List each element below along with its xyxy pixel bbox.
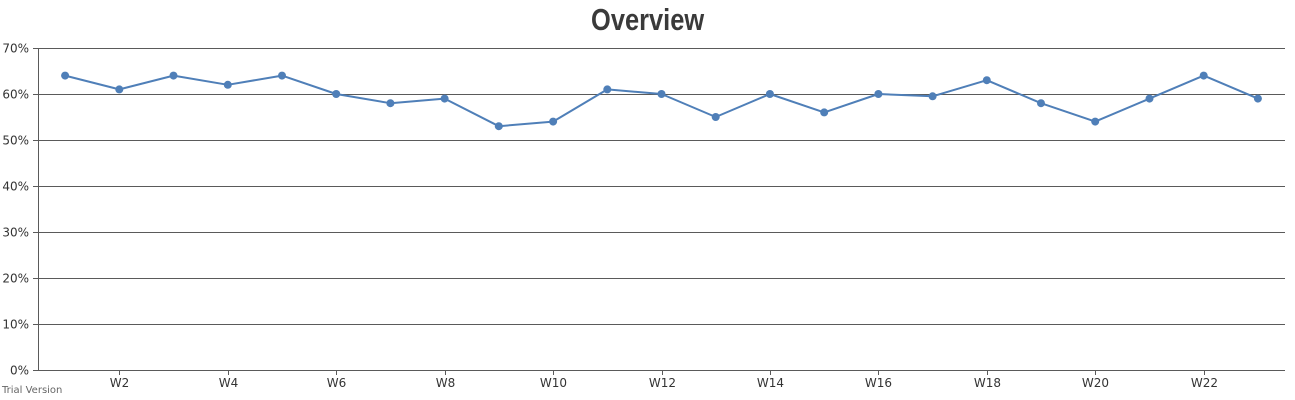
data-point-w19[interactable] <box>1037 99 1045 108</box>
data-point-w20[interactable] <box>1091 117 1100 126</box>
y-tick-label: 50% <box>2 134 29 148</box>
y-tick-label: 10% <box>2 318 29 332</box>
chart-title: Overview <box>591 2 705 37</box>
data-point-w4[interactable] <box>223 80 232 89</box>
x-axis-tick-labels: W2 W4 W6 W8 W10 W12 W14 W16 W18 W20 W22 <box>110 376 1218 390</box>
data-point-w8[interactable] <box>440 94 449 103</box>
data-point-w18[interactable] <box>982 76 991 85</box>
y-tick-label: 0% <box>10 364 29 378</box>
y-tick-label: 60% <box>2 88 29 102</box>
x-tick-label: W14 <box>757 376 784 390</box>
data-point-w14[interactable] <box>765 90 774 98</box>
data-point-w5[interactable] <box>278 71 286 80</box>
data-point-w22[interactable] <box>1199 71 1208 80</box>
x-tick-label: W22 <box>1191 376 1218 390</box>
data-point-w11[interactable] <box>603 85 612 94</box>
data-point-w6[interactable] <box>332 90 341 98</box>
data-point-w2[interactable] <box>115 85 124 94</box>
y-tick-label: 20% <box>2 272 29 286</box>
x-tick-label: W8 <box>436 376 456 390</box>
data-point-w12[interactable] <box>657 90 666 98</box>
y-axis-tick-labels: 0% 10% 20% 30% 40% 50% 60% 70% <box>2 42 29 378</box>
y-tick-label: 40% <box>2 180 29 194</box>
data-point-w21[interactable] <box>1145 94 1154 103</box>
x-tick-label: W16 <box>865 376 892 390</box>
data-point-w23[interactable] <box>1253 94 1262 103</box>
x-tick-label: W18 <box>974 376 1001 390</box>
data-point-w16[interactable] <box>874 90 883 98</box>
x-tick-label: W10 <box>540 376 567 390</box>
data-point-w9[interactable] <box>494 122 503 131</box>
y-tick-label: 30% <box>2 226 29 240</box>
data-point-w17[interactable] <box>928 92 937 101</box>
x-tick-label: W4 <box>219 376 239 390</box>
x-tick-label: W12 <box>649 376 676 390</box>
trial-version-watermark: Trial Version <box>2 385 63 396</box>
series-line <box>64 74 1259 128</box>
x-tick-label: W2 <box>110 376 130 390</box>
x-tick-label: W6 <box>327 376 347 390</box>
data-series <box>61 71 1262 131</box>
y-tick-label: 70% <box>2 42 29 56</box>
axes <box>33 48 1205 375</box>
data-point-w10[interactable] <box>549 117 558 126</box>
data-point-w7[interactable] <box>386 99 395 108</box>
data-point-w15[interactable] <box>820 108 829 117</box>
data-point-w1[interactable] <box>61 71 70 80</box>
data-point-w3[interactable] <box>169 71 178 80</box>
grid-lines <box>38 48 1285 371</box>
data-point-w13[interactable] <box>711 113 720 121</box>
x-tick-label: W20 <box>1082 376 1109 390</box>
